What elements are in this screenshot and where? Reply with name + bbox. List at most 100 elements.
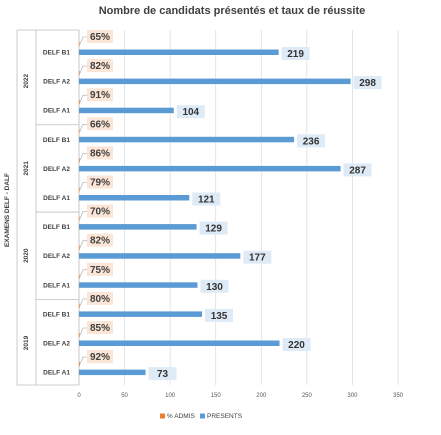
percent-label: 70% [90,207,110,218]
bar-presents [79,78,351,85]
category-label: DELF B1 [43,311,70,318]
bar-presents [79,311,203,317]
leader-line [79,94,87,103]
value-label: 236 [303,136,320,147]
percent-label-bg [87,117,113,131]
value-label: 135 [211,311,228,322]
bar-admis [79,42,80,46]
value-label: 104 [182,107,199,118]
bar-admis [79,71,80,76]
category-label: DELF B1 [43,50,70,57]
value-label: 287 [349,165,366,176]
bar-admis [79,187,80,192]
percent-label-bg [87,350,113,364]
category-label: DELF A2 [43,166,70,173]
value-label-bg [353,76,382,90]
data-labels: 65% 219 82% 298 91% 104 66% 236 86% 287 79% 121 70% 1… [79,30,382,381]
bar-admis [79,100,80,105]
year-group-label: 2022 [23,73,30,88]
value-label-bg [343,163,372,177]
percent-label: 82% [90,236,110,247]
year-group-label: 2020 [23,248,30,263]
bar-presents [79,253,241,259]
category-axis-frame: 2022 2021 2020 2019 DELF B1 DELF A2 DELF A1 DEL… [16,29,80,386]
x-tick-label: 0 [77,393,81,399]
bar-presents [79,49,279,55]
leader-line [79,124,87,132]
bar-presents [79,107,174,114]
category-label: DELF A1 [43,108,70,115]
bar-admis [79,333,80,337]
value-label: 177 [249,253,266,264]
value-label-bg [199,221,228,235]
legend-label: % ADMIS [167,413,195,420]
percent-label: 66% [90,119,110,130]
y-axis-title: EXAMENS DELF - DALF [4,173,11,247]
year-group-label: 2019 [23,335,30,350]
bar-admis [79,303,80,308]
percent-label: 91% [90,90,110,101]
percent-label-bg [87,88,113,102]
percent-label: 80% [90,294,110,305]
chart-title: Nombre de candidats présentés et taux de… [99,5,366,17]
x-tick-label: 50 [121,393,128,399]
category-label: DELF B1 [43,224,70,231]
percent-label: 92% [90,352,110,363]
category-label: DELF A1 [43,195,70,202]
legend-swatch [160,413,165,419]
leader-line [79,153,87,161]
bar-presents [79,340,280,346]
leader-line [79,211,87,219]
value-label: 73 [157,369,169,380]
x-tick-label: 350 [393,393,404,399]
x-tick-label: 200 [256,393,267,399]
percent-label-bg [87,59,113,73]
category-label: DELF A1 [43,370,70,377]
value-label-bg [205,308,234,322]
value-label: 121 [198,195,215,206]
gridlines [78,30,399,385]
leader-line [79,36,87,45]
value-label: 298 [359,78,376,89]
percent-label-bg [87,30,113,43]
percent-label-bg [87,262,113,276]
bar-presents [79,165,341,172]
leader-line [79,240,87,248]
value-label-bg [200,279,229,293]
percent-label: 85% [90,323,110,334]
value-label-bg [281,47,310,60]
value-label-bg [176,105,205,119]
leader-line [79,269,87,277]
category-label: DELF A1 [43,282,70,289]
percent-label-bg [87,146,113,160]
value-label-bg [243,250,272,264]
x-tick-label: 150 [211,393,222,399]
bar-admis [79,158,80,163]
value-label: 220 [288,340,305,351]
value-label-bg [148,367,177,381]
percent-label-bg [87,204,113,218]
value-label-bg [282,338,311,351]
year-group-label: 2021 [23,161,30,176]
x-tick-label: 100 [165,393,176,399]
value-label: 219 [287,49,304,60]
percent-label-bg [87,291,113,305]
bar-presents [79,195,190,201]
percent-label-bg [87,321,113,334]
bar-admis [79,216,80,221]
value-label: 129 [205,224,222,235]
x-tick-label: 250 [302,393,313,399]
percent-label-bg [87,233,113,247]
leader-line [79,356,87,365]
legend-swatch [200,413,205,419]
percent-label-bg [87,175,113,189]
x-axis-ticks: 0 50 100 150 200 250 300 350 [77,393,403,399]
bar-admis [79,129,80,134]
category-label: DELF A2 [43,341,70,348]
value-label: 130 [206,282,223,293]
bar-admis [79,245,80,250]
category-label: DELF B1 [43,137,70,144]
bar-presents [79,282,198,288]
bar-presents [79,224,197,230]
